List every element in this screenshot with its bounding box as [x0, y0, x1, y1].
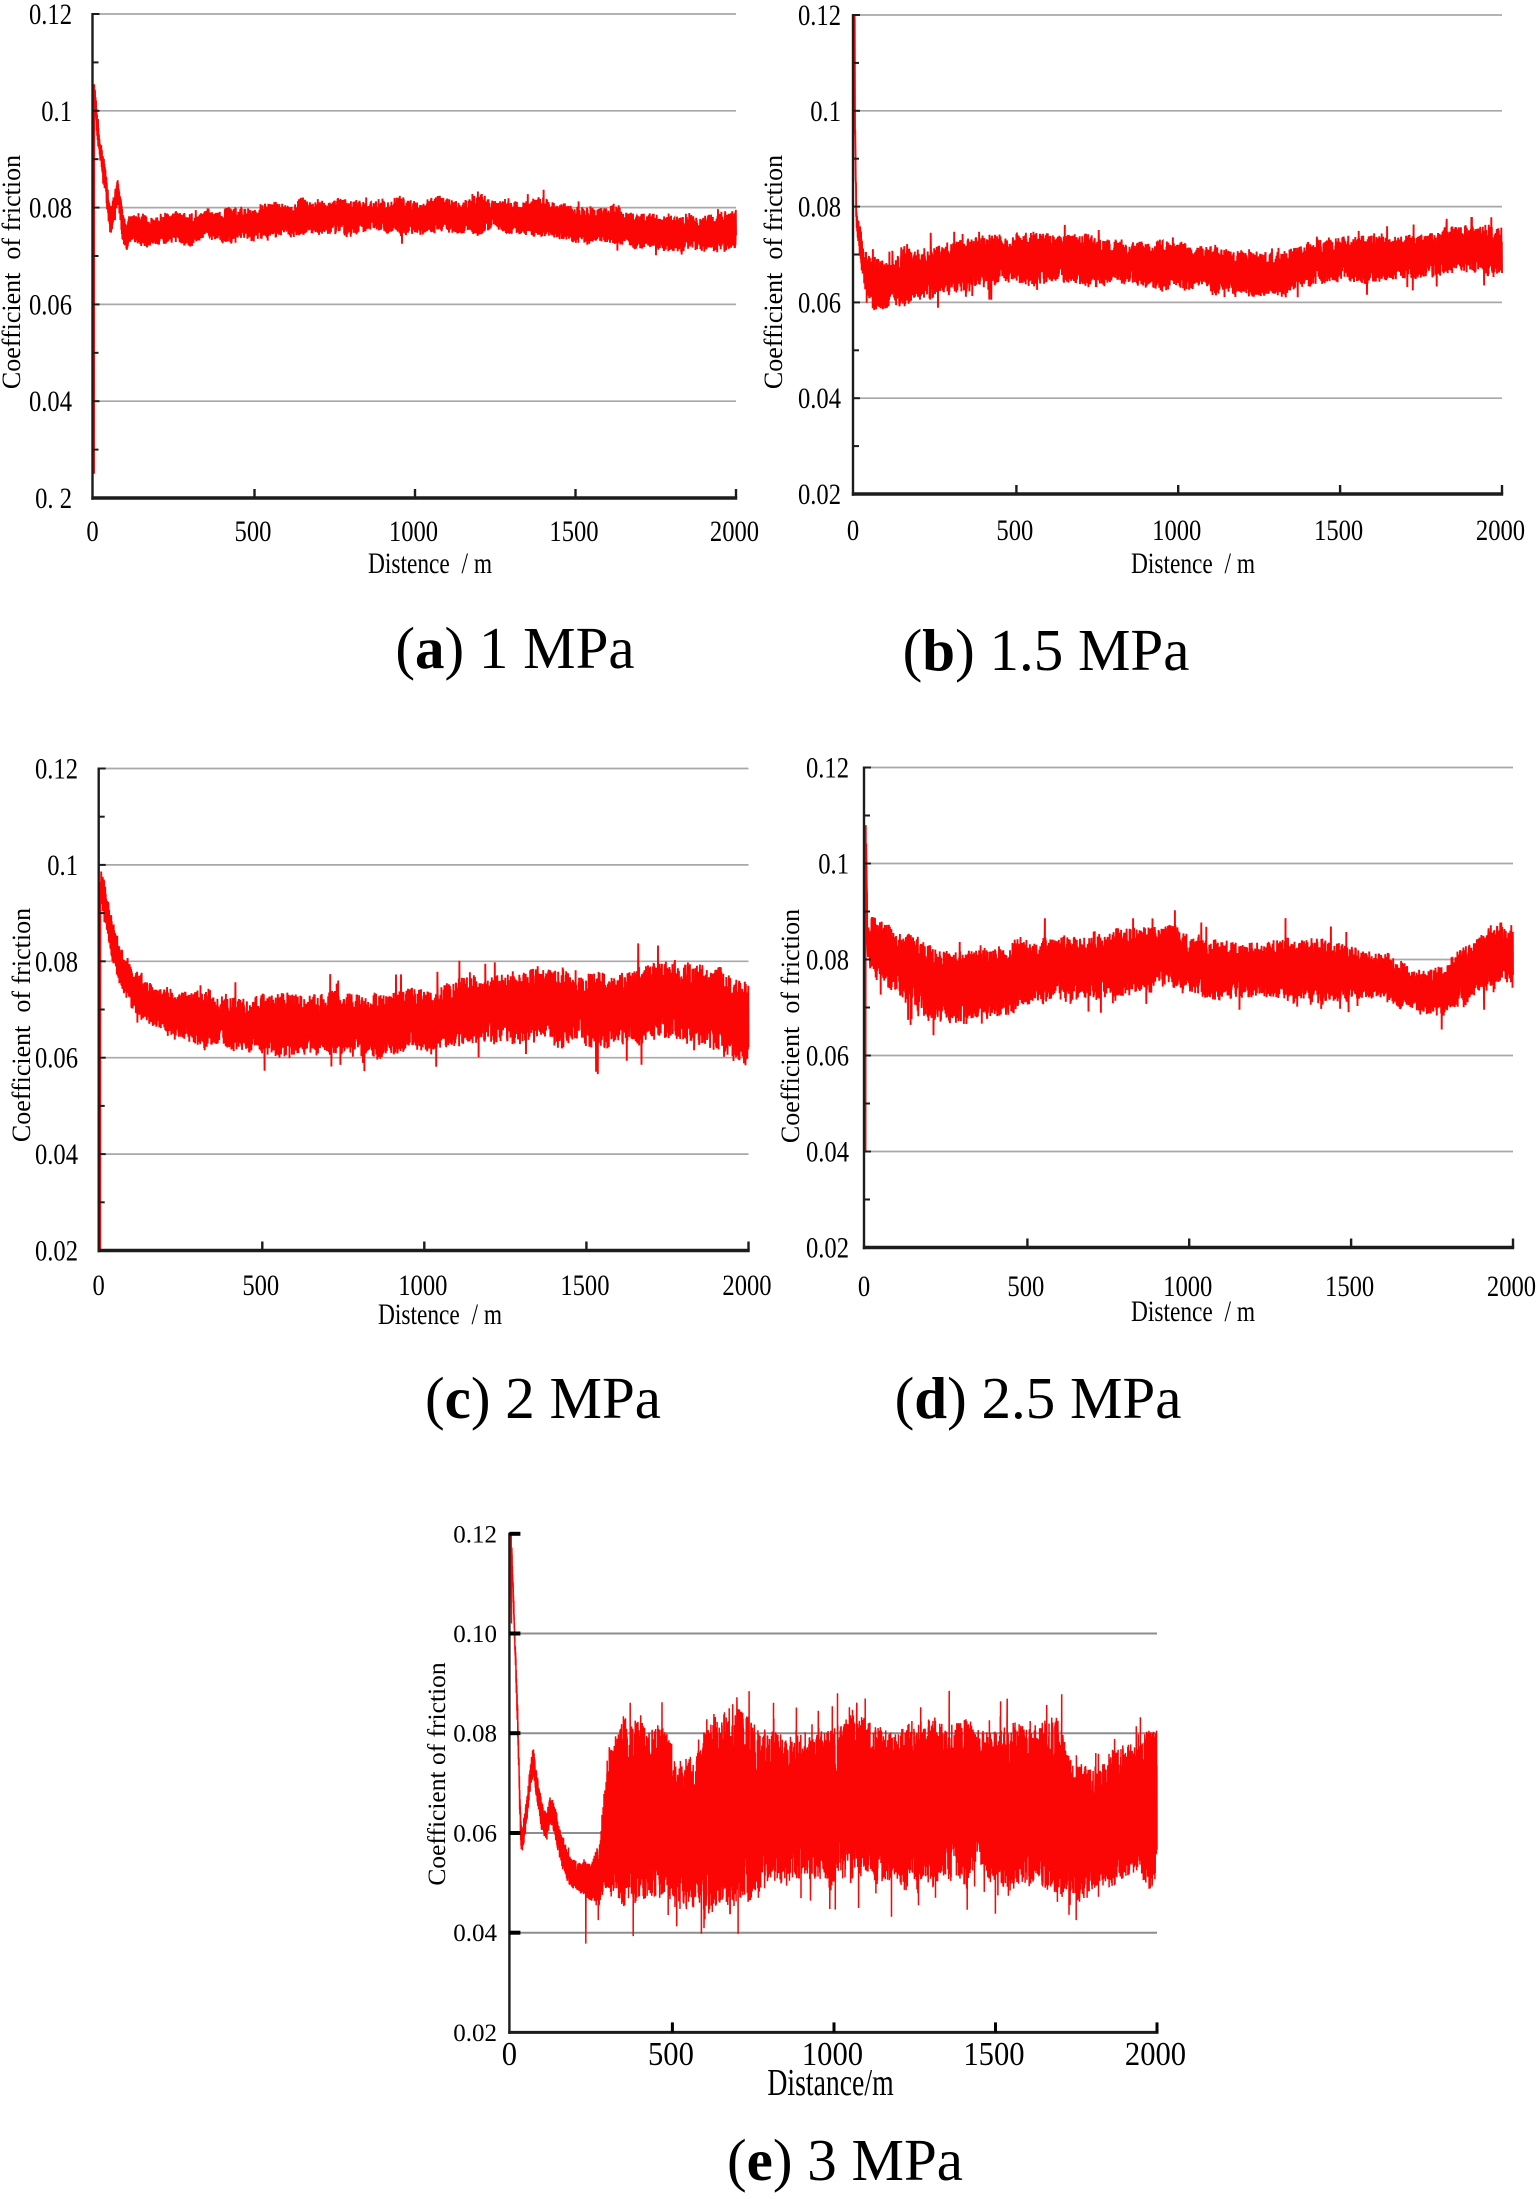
svg-text:(d) 2.5 MPa: (d) 2.5 MPa — [895, 1365, 1182, 1431]
svg-text:0. 2: 0. 2 — [35, 482, 72, 515]
svg-text:1500: 1500 — [1314, 514, 1363, 547]
svg-text:0.04: 0.04 — [806, 1135, 849, 1168]
svg-text:1000: 1000 — [1163, 1270, 1212, 1303]
svg-text:0.1: 0.1 — [818, 847, 849, 880]
svg-text:0.08: 0.08 — [798, 190, 841, 223]
svg-text:0: 0 — [93, 1269, 105, 1302]
svg-text:1000: 1000 — [802, 2035, 863, 2073]
svg-text:0.08: 0.08 — [35, 945, 78, 978]
svg-text:0.12: 0.12 — [806, 751, 849, 784]
svg-text:0.06: 0.06 — [29, 288, 72, 321]
svg-text:1000: 1000 — [398, 1269, 447, 1302]
svg-text:Coefficient of friction: Coefficient of friction — [0, 155, 26, 389]
svg-text:500: 500 — [996, 514, 1033, 547]
svg-text:0.04: 0.04 — [29, 385, 72, 418]
svg-text:0.06: 0.06 — [35, 1041, 78, 1074]
svg-text:0.08: 0.08 — [29, 191, 72, 224]
svg-text:500: 500 — [648, 2035, 694, 2073]
svg-text:0: 0 — [858, 1270, 870, 1303]
svg-text:0: 0 — [847, 514, 859, 547]
svg-text:0.12: 0.12 — [453, 1521, 497, 1548]
svg-text:2000: 2000 — [1476, 514, 1525, 547]
svg-text:Distence / m: Distence / m — [368, 546, 492, 579]
svg-text:0.04: 0.04 — [798, 382, 841, 415]
svg-text:(b) 1.5 MPa: (b) 1.5 MPa — [903, 617, 1190, 683]
svg-text:0.12: 0.12 — [29, 0, 72, 31]
svg-text:Distence / m: Distence / m — [378, 1297, 502, 1330]
svg-text:0.08: 0.08 — [806, 943, 849, 976]
svg-text:0: 0 — [502, 2035, 517, 2073]
svg-text:Distance/m: Distance/m — [767, 2062, 893, 2104]
svg-text:2000: 2000 — [710, 515, 759, 548]
svg-text:0.04: 0.04 — [35, 1138, 78, 1171]
svg-text:Coefficient of friction: Coefficient of friction — [422, 1662, 451, 1886]
svg-text:0.02: 0.02 — [453, 2020, 497, 2047]
svg-text:0.06: 0.06 — [453, 1820, 497, 1847]
svg-text:2000: 2000 — [722, 1269, 771, 1302]
svg-text:0.10: 0.10 — [453, 1621, 497, 1648]
svg-text:0.06: 0.06 — [798, 286, 841, 319]
svg-text:0.1: 0.1 — [47, 849, 78, 882]
svg-text:2000: 2000 — [1487, 1270, 1536, 1303]
svg-text:500: 500 — [242, 1269, 279, 1302]
svg-text:0.1: 0.1 — [810, 95, 841, 128]
svg-text:1500: 1500 — [1325, 1270, 1374, 1303]
svg-text:0.02: 0.02 — [806, 1231, 849, 1264]
svg-text:0.06: 0.06 — [806, 1039, 849, 1072]
svg-text:1500: 1500 — [560, 1269, 609, 1302]
svg-text:Distence / m: Distence / m — [1131, 546, 1255, 579]
svg-text:Coefficient of friction: Coefficient of friction — [759, 155, 788, 389]
svg-text:2000: 2000 — [1125, 2035, 1186, 2073]
svg-text:0: 0 — [86, 515, 98, 548]
svg-text:1000: 1000 — [1152, 514, 1201, 547]
svg-text:Distence / m: Distence / m — [1131, 1294, 1255, 1327]
svg-text:500: 500 — [1007, 1270, 1044, 1303]
svg-text:0.02: 0.02 — [35, 1234, 78, 1267]
svg-text:1500: 1500 — [549, 515, 598, 548]
svg-text:0.02: 0.02 — [798, 478, 841, 511]
svg-text:Coefficient of friction: Coefficient of friction — [7, 908, 36, 1142]
svg-text:0.12: 0.12 — [35, 752, 78, 785]
svg-text:0.04: 0.04 — [453, 1920, 497, 1947]
svg-text:1500: 1500 — [963, 2035, 1024, 2073]
svg-text:0.08: 0.08 — [453, 1721, 497, 1748]
svg-text:Coefficient of friction: Coefficient of friction — [776, 909, 805, 1143]
svg-text:(e) 3 MPa: (e) 3 MPa — [727, 2127, 963, 2193]
svg-text:(c) 2 MPa: (c) 2 MPa — [425, 1365, 661, 1431]
svg-text:500: 500 — [235, 515, 272, 548]
svg-text:1000: 1000 — [389, 515, 438, 548]
svg-text:(a) 1 MPa: (a) 1 MPa — [395, 615, 634, 681]
svg-text:0.1: 0.1 — [41, 95, 72, 128]
svg-text:0.12: 0.12 — [798, 0, 841, 32]
